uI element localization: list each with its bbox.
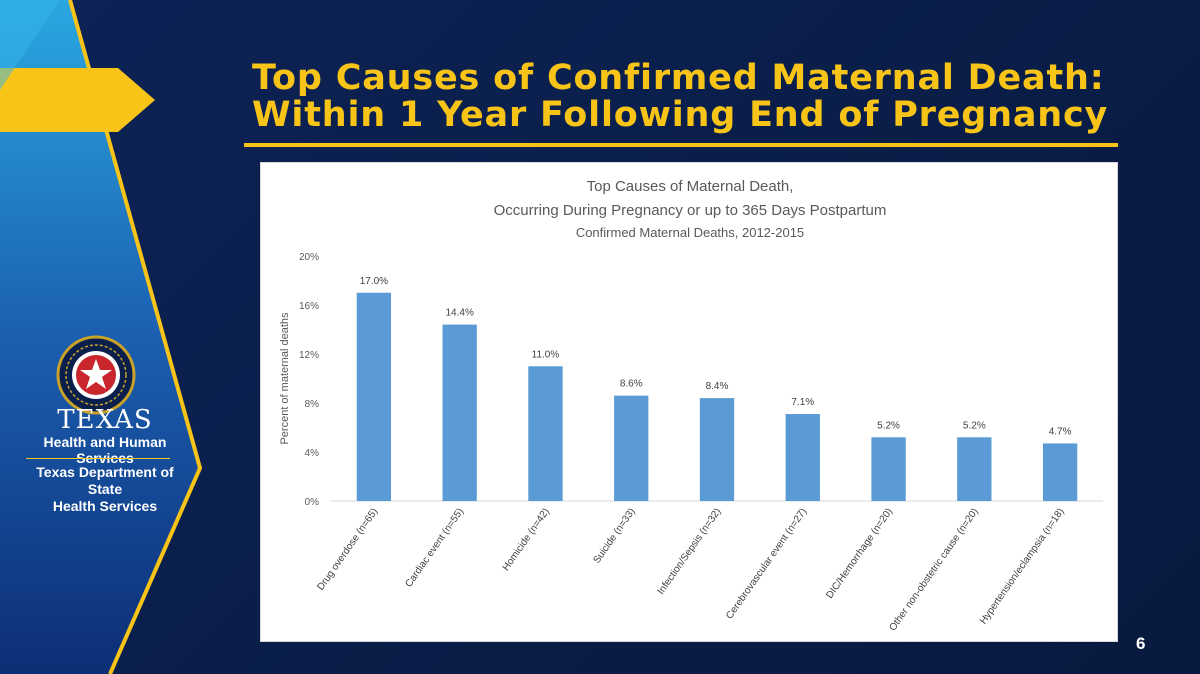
x-tick-label: Cardiac event (n=55) [403, 506, 466, 589]
logo-dshs-line2: Health Services [52, 498, 158, 514]
title-underline [244, 143, 1118, 147]
y-tick-label: 8% [305, 399, 320, 410]
bar [871, 437, 906, 501]
x-tick-label: Drug overdose (n=65) [315, 506, 380, 592]
logo-dshs-line1: Texas Department of State [36, 464, 174, 497]
x-tick-label: Infection/Sepsis (n=32) [656, 506, 724, 596]
logo-hhs-text: Health and Human Services [43, 434, 167, 466]
y-tick-label: 4% [305, 448, 320, 459]
bar [528, 366, 563, 501]
slide-title: Top Causes of Confirmed Maternal Death: … [252, 60, 1152, 134]
data-label: 14.4% [445, 308, 473, 319]
bar [356, 292, 392, 501]
chart-title-line1: Top Causes of Maternal Death, [587, 178, 794, 195]
bar [614, 395, 649, 501]
x-tick-label: DIC/Hemorrhage (n=20) [824, 506, 895, 600]
logo-divider [26, 458, 170, 459]
slide-title-line2: Within 1 Year Following End of Pregnancy [252, 95, 1109, 135]
data-label: 5.2% [877, 420, 900, 431]
y-tick-label: 16% [299, 301, 319, 312]
bar [442, 324, 477, 501]
texas-seal-logo [56, 335, 136, 415]
x-tick-label: Hypertension/eclampsia (n=18) [978, 506, 1067, 626]
data-label: 17.0% [360, 276, 388, 287]
data-label: 5.2% [963, 420, 986, 431]
logo-texas-text: TEXAS [57, 405, 153, 435]
logo-dshs-text: Texas Department of State Health Service… [20, 464, 190, 515]
bar [957, 437, 992, 501]
chart-container: Top Causes of Maternal Death, Occurring D… [260, 162, 1118, 642]
x-tick-label: Homicide (n=42) [501, 506, 552, 573]
data-label: 8.6% [620, 379, 643, 390]
yellow-arrow [0, 68, 155, 132]
slide-title-line1: Top Causes of Confirmed Maternal Death: [252, 58, 1105, 98]
bar-chart: Top Causes of Maternal Death, Occurring D… [279, 178, 1103, 633]
data-label: 7.1% [791, 397, 814, 408]
bar [699, 398, 735, 501]
y-tick-label: 20% [299, 252, 319, 263]
chart-title-line2: Occurring During Pregnancy or up to 365 … [494, 202, 887, 219]
page-number: 6 [1136, 634, 1146, 653]
y-tick-label: 12% [299, 350, 319, 361]
x-tick-label: Cerebrovascular event (n=27) [724, 506, 809, 621]
x-tick-label: Other non-obstetric cause (n=20) [887, 506, 980, 633]
bar [1042, 443, 1078, 501]
bar [785, 414, 820, 501]
data-label: 4.7% [1049, 426, 1072, 437]
data-label: 8.4% [706, 381, 729, 392]
y-tick-label: 0% [305, 497, 320, 508]
x-tick-label: Suicide (n=33) [592, 506, 638, 565]
chart-subtitle: Confirmed Maternal Deaths, 2012-2015 [576, 225, 804, 240]
y-axis-label: Percent of maternal deaths [279, 312, 291, 445]
data-label: 11.0% [532, 349, 560, 360]
